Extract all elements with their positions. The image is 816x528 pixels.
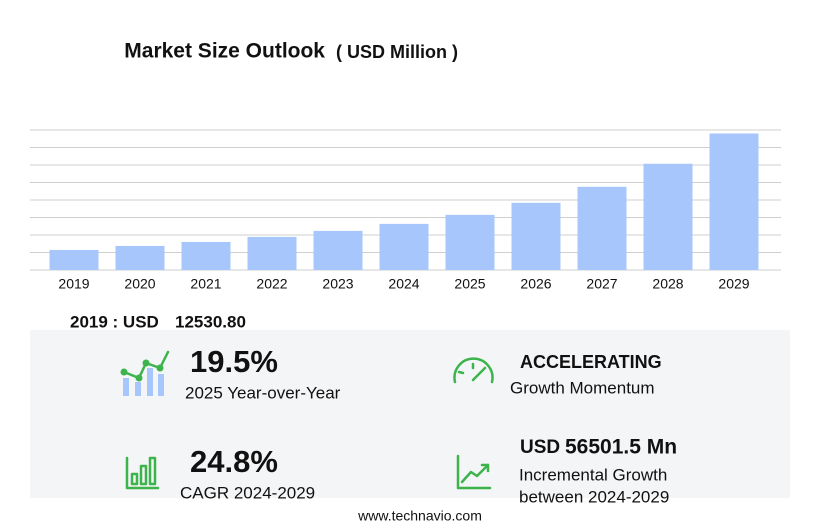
bar: [247, 236, 297, 270]
x-tick-label: 2023: [322, 276, 353, 292]
x-tick-label: 2029: [718, 276, 749, 292]
chart-title-unit: ( USD Million ): [336, 42, 458, 62]
footer: www.technavio.com: [357, 508, 482, 524]
incr-label1: Incremental Growth: [519, 465, 667, 484]
cagr-value: 24.8%: [190, 444, 278, 479]
base-label: 2019 : USD: [70, 312, 159, 331]
bar: [643, 163, 693, 270]
x-tick-label: 2026: [520, 276, 551, 292]
bar: [577, 186, 627, 270]
bar: [445, 214, 495, 270]
cagr-icon: [125, 456, 160, 490]
bar: [313, 230, 363, 270]
base-value: 12530.80: [175, 312, 246, 331]
yoy-label: 2025 Year-over-Year: [185, 383, 341, 402]
summary-panel: [30, 330, 790, 498]
momentum-label: Growth Momentum: [510, 378, 655, 397]
incr-label2: between 2024-2029: [519, 487, 669, 506]
x-tick-label: 2024: [388, 276, 419, 292]
x-tick-label: 2028: [652, 276, 683, 292]
incr-value: 56501.5 Mn: [565, 436, 677, 459]
yoy-value: 19.5%: [190, 344, 278, 379]
momentum-value: ACCELERATING: [520, 352, 662, 372]
incr-currency: USD: [520, 437, 560, 458]
x-tick-label: 2020: [124, 276, 155, 292]
chart-title: Market Size Outlook: [124, 40, 325, 63]
bar: [115, 245, 165, 270]
cagr-label: CAGR 2024-2029: [180, 483, 315, 502]
bar: [511, 202, 561, 270]
momentum-icon: [453, 357, 494, 384]
x-tick-label: 2021: [190, 276, 221, 292]
x-tick-label: 2019: [58, 276, 89, 292]
bar: [379, 223, 429, 270]
x-tick-label: 2027: [586, 276, 617, 292]
bar: [709, 133, 759, 270]
x-tick-label: 2022: [256, 276, 287, 292]
incremental-icon: [456, 454, 492, 490]
x-tick-label: 2025: [454, 276, 485, 292]
bar: [49, 249, 99, 270]
yoy-icon: [120, 350, 170, 396]
bar: [181, 241, 231, 270]
